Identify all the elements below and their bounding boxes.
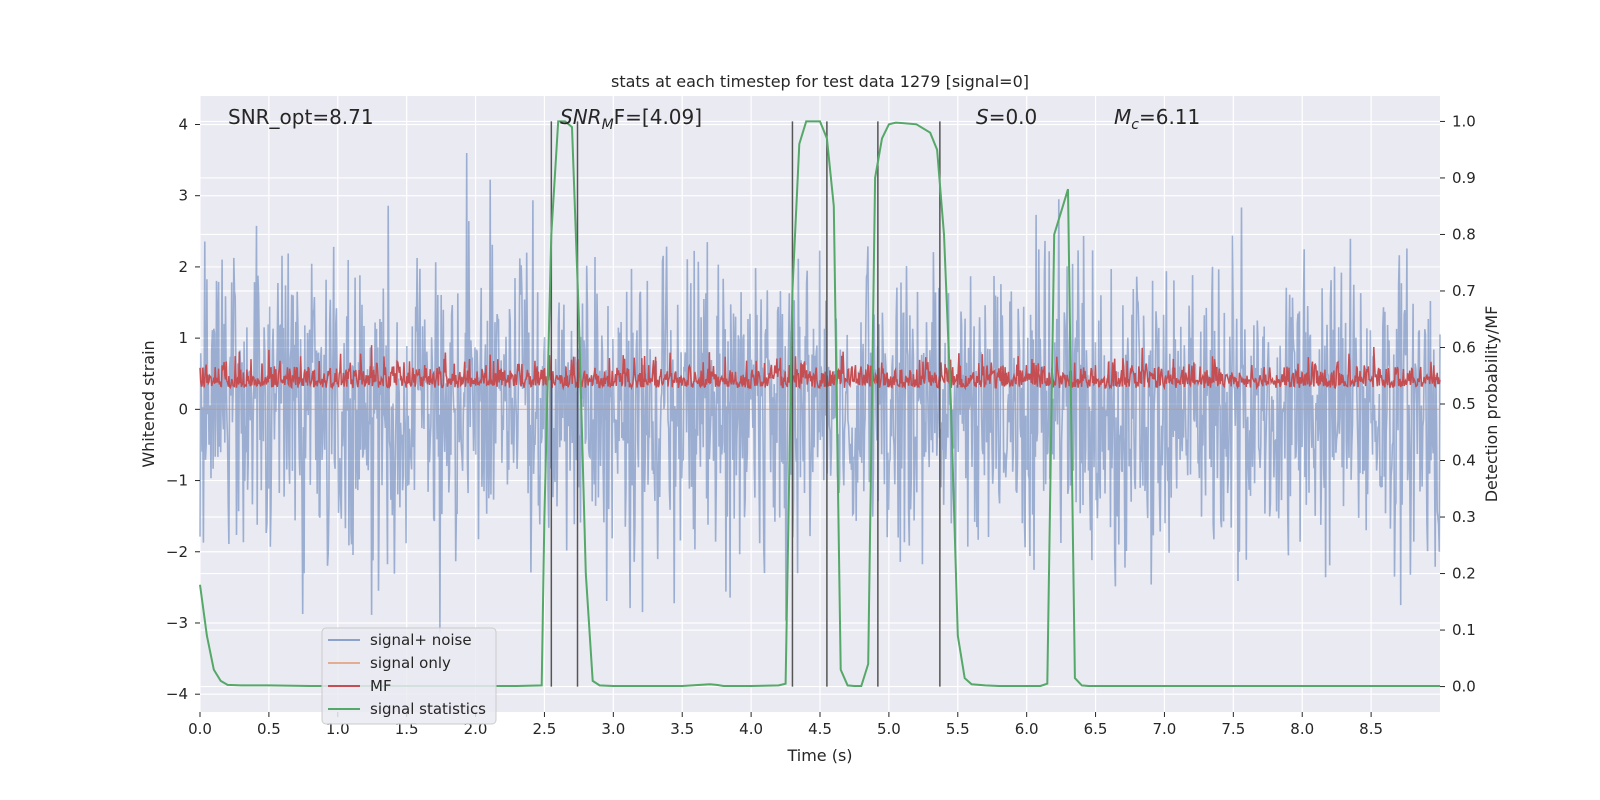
annotation-s: S=0.0: [976, 105, 1037, 129]
y-tick-label-left: 4: [178, 115, 188, 133]
legend: signal+ noise signal only MF signal stat…: [321, 627, 497, 725]
series-layer: [199, 152, 1441, 633]
legend-label-signal-statistics: signal statistics: [370, 700, 486, 718]
y-tick-label-right: 0.0: [1452, 678, 1476, 696]
y-tick-label-right: 1.0: [1452, 112, 1476, 130]
y-tick-label-left: −1: [166, 472, 188, 490]
y-tick-label-left: 1: [178, 329, 188, 347]
signal-statistics-layer: [199, 120, 1440, 687]
series-signal-statistics: [199, 120, 1440, 687]
annotation-snr-mf: SNRMF=[4.09]: [560, 105, 702, 133]
legend-label-signal-noise: signal+ noise: [370, 631, 472, 649]
x-tick-label: 5.0: [877, 720, 901, 738]
x-tick-label: 6.5: [1084, 720, 1108, 738]
y-tick-label-left: −2: [166, 543, 188, 561]
x-tick-label: 5.5: [946, 720, 970, 738]
legend-label-signal-only: signal only: [370, 654, 451, 672]
y-tick-label-right: 0.3: [1452, 508, 1476, 526]
y-tick-label-left: −4: [166, 685, 188, 703]
x-tick-label: 3.0: [601, 720, 625, 738]
y-tick-label-right: 0.9: [1452, 169, 1476, 187]
x-tick-label: 3.5: [670, 720, 694, 738]
y-tick-label-left: 3: [178, 187, 188, 205]
x-tick-label: 0.5: [257, 720, 281, 738]
y-tick-label-left: −3: [166, 614, 188, 632]
x-axis-label: Time (s): [786, 746, 852, 765]
ticks: 0.0 0.5 1.0 1.5 2.0 2.5 3.0 3.5 4.0 4.5 5.0 5.5 6.0 6…: [166, 112, 1476, 738]
chart-title: stats at each timestep for test data 127…: [611, 72, 1029, 91]
y-tick-label-right: 0.6: [1452, 338, 1476, 356]
x-tick-label: 4.5: [808, 720, 832, 738]
x-tick-label: 4.0: [739, 720, 763, 738]
x-tick-label: 7.5: [1221, 720, 1245, 738]
x-tick-label: 8.0: [1290, 720, 1314, 738]
series-mf: [199, 345, 1441, 391]
x-tick-label: 6.0: [1015, 720, 1039, 738]
y-axis-label-left: Whitened strain: [139, 340, 158, 467]
annotation-snr-opt: SNR_opt=8.71: [228, 105, 374, 129]
y-tick-label-right: 0.4: [1452, 452, 1476, 470]
y-tick-label-right: 0.2: [1452, 565, 1476, 583]
x-tick-label: 7.0: [1153, 720, 1177, 738]
vertical-lines: [550, 121, 941, 687]
legend-label-mf: MF: [370, 677, 392, 695]
annotation-mc: Mc=6.11: [1114, 105, 1200, 133]
y-tick-label-right: 0.1: [1452, 621, 1476, 639]
y-tick-label-left: 2: [178, 258, 188, 276]
x-tick-label: 8.5: [1359, 720, 1383, 738]
legend-box: [321, 627, 497, 725]
y-tick-label-right: 0.8: [1452, 225, 1476, 243]
y-tick-label-right: 0.5: [1452, 395, 1476, 413]
x-tick-label: 0.0: [188, 720, 212, 738]
x-tick-label: 2.5: [533, 720, 557, 738]
y-tick-label-right: 0.7: [1452, 282, 1476, 300]
y-tick-label-left: 0: [178, 400, 188, 418]
y-axis-label-right: Detection probability/MF: [1482, 306, 1501, 503]
